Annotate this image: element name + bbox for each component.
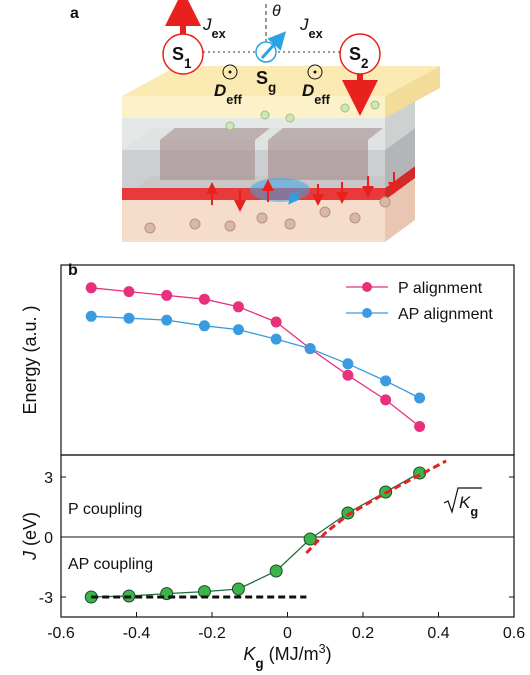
label-part: D: [302, 81, 314, 100]
label: Jex: [299, 15, 323, 41]
label: J (eV): [20, 512, 40, 561]
marker: [343, 370, 353, 380]
x-tick-label: 0: [283, 625, 292, 642]
label: Kg (MJ/m3): [243, 642, 331, 671]
label: Kg: [459, 493, 478, 519]
panel-label: a: [70, 5, 79, 22]
label-part: (eV): [20, 512, 40, 551]
marker: [86, 283, 96, 293]
layer: [122, 66, 440, 96]
y-tick-label: 0: [44, 530, 53, 547]
marker: [124, 313, 134, 323]
marker: [305, 344, 315, 354]
series-line: [91, 473, 419, 597]
series-line: [91, 288, 419, 427]
marker: [271, 317, 281, 327]
legend-label: AP alignment: [398, 306, 493, 323]
label-part: 3: [319, 642, 326, 656]
label-part: K: [459, 493, 471, 512]
marker: [343, 359, 353, 369]
marker: [381, 376, 391, 386]
marker: [415, 422, 425, 432]
label-part: J: [202, 15, 212, 34]
label-part: S: [349, 44, 361, 64]
x-tick-label: 0.4: [427, 625, 449, 642]
x-tick-label: -0.4: [123, 625, 151, 642]
block: [160, 140, 255, 180]
block: [160, 128, 270, 140]
legend-marker: [362, 282, 372, 292]
marker: [233, 325, 243, 335]
marker: [415, 393, 425, 403]
y-tick-label: 3: [44, 470, 53, 487]
block: [268, 140, 368, 180]
marker: [199, 294, 209, 304]
label-part: 1: [184, 56, 192, 71]
label-part: ex: [212, 26, 226, 41]
label-part: g: [268, 80, 276, 95]
marker: [86, 311, 96, 321]
layer: [122, 198, 385, 242]
glow: [250, 178, 310, 202]
legend-marker: [362, 308, 372, 318]
marker: [381, 395, 391, 405]
label-part: eff: [226, 92, 242, 107]
x-tick-label: 0.2: [352, 625, 374, 642]
marker: [270, 565, 282, 577]
label-part: eff: [314, 92, 330, 107]
marker: [233, 302, 243, 312]
label-part: S: [172, 44, 184, 64]
label-part: g: [255, 656, 263, 671]
figure: a b: [0, 0, 530, 675]
marker: [271, 334, 281, 344]
y-axis-label: Energy (a.u. ): [20, 305, 40, 414]
x-tick-label: -0.6: [47, 625, 75, 642]
dmi-symbol: [314, 71, 317, 74]
page: {"panel_labels": ["a", "b"], "schematic"…: [0, 0, 530, 675]
dmi-symbol: [229, 71, 232, 74]
legend-label: P alignment: [398, 280, 483, 297]
annotation: AP coupling: [68, 556, 153, 573]
label-part: D: [214, 81, 226, 100]
annotation: P coupling: [68, 501, 142, 518]
schematic: [122, 4, 440, 242]
x-tick-label: 0.6: [503, 625, 525, 642]
marker: [124, 287, 134, 297]
marker: [162, 290, 172, 300]
label-part: g: [470, 504, 478, 519]
label-part: (MJ/m: [264, 644, 319, 664]
marker: [232, 583, 244, 595]
y-tick-label: -3: [39, 590, 53, 607]
label-part: 2: [361, 56, 369, 71]
block: [268, 128, 383, 140]
label: θ: [272, 3, 281, 20]
label-part: ex: [309, 26, 323, 41]
label-part: J: [299, 15, 309, 34]
x-tick-label: -0.2: [198, 625, 226, 642]
label-part: ): [326, 644, 332, 664]
series-line: [91, 316, 419, 398]
marker: [162, 315, 172, 325]
label-part: θ: [272, 3, 281, 20]
label: Jex: [202, 15, 226, 41]
label-part: S: [256, 68, 268, 88]
marker: [199, 321, 209, 331]
